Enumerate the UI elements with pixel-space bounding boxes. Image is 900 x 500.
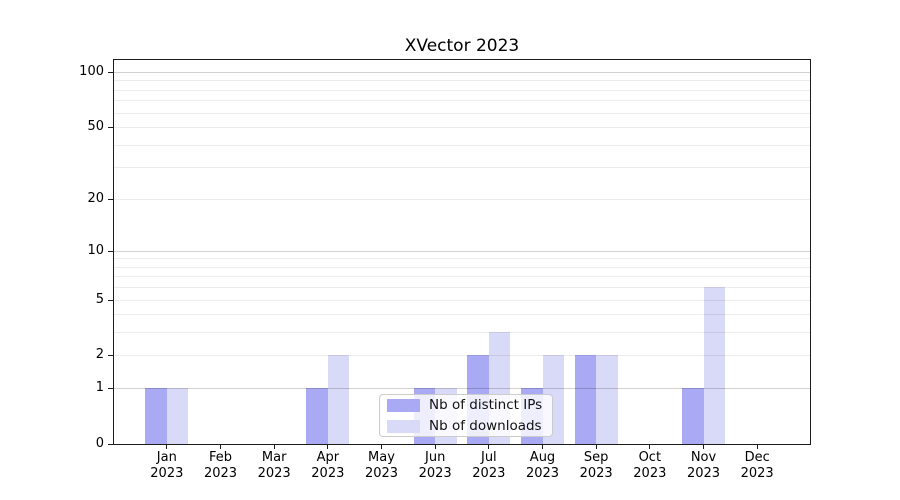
x-tick-label-mar: Mar 2023 bbox=[244, 450, 304, 482]
gridline-minor-40 bbox=[114, 144, 810, 146]
x-tick-label-jun: Jun 2023 bbox=[405, 450, 465, 482]
gridline-minor-3 bbox=[114, 332, 810, 334]
x-tick-label-feb: Feb 2023 bbox=[191, 450, 251, 482]
x-tick-label-nov: Nov 2023 bbox=[674, 450, 734, 482]
x-tick-year-sep: 2023 bbox=[579, 466, 613, 481]
x-tick-year-apr: 2023 bbox=[311, 466, 345, 481]
y-tick-label-20: 20 bbox=[87, 190, 104, 206]
y-tick-label-5: 5 bbox=[95, 291, 104, 307]
gridline-minor-4 bbox=[114, 314, 810, 316]
legend-item-downloads: Nb of downloads bbox=[387, 418, 545, 434]
x-tick-nov bbox=[703, 445, 704, 449]
x-tick-year-aug: 2023 bbox=[525, 466, 560, 481]
x-tick-year-nov: 2023 bbox=[686, 466, 721, 481]
x-tick-label-apr: Apr 2023 bbox=[298, 450, 358, 482]
gridline-major-1 bbox=[114, 388, 810, 390]
x-tick-year-may: 2023 bbox=[364, 466, 399, 481]
bar-distinct-ips-jan bbox=[145, 388, 167, 444]
y-tick-label-1: 1 bbox=[95, 380, 104, 396]
x-tick-oct bbox=[649, 445, 651, 449]
x-tick-label-jul: Jul 2023 bbox=[459, 450, 519, 482]
x-tick-jun bbox=[434, 445, 436, 449]
legend: Nb of distinct IPs Nb of downloads bbox=[379, 394, 553, 437]
x-tick-jan bbox=[166, 445, 168, 449]
x-tick-mar bbox=[273, 445, 275, 449]
legend-swatch-downloads bbox=[387, 419, 420, 433]
gridline-minor-80 bbox=[114, 89, 810, 91]
gridline-minor-30 bbox=[114, 167, 810, 169]
bar-downloads-sep bbox=[596, 355, 618, 444]
legend-item-distinct-ips: Nb of distinct IPs bbox=[387, 397, 545, 413]
x-tick-label-aug: Aug 2023 bbox=[513, 450, 573, 482]
chart-title: XVector 2023 bbox=[404, 36, 520, 56]
gridline-minor-8 bbox=[114, 266, 810, 268]
x-tick-label-sep: Sep 2023 bbox=[566, 450, 626, 482]
x-tick-jul bbox=[488, 445, 490, 449]
legend-label-downloads: Nb of downloads bbox=[429, 418, 542, 434]
bar-downloads-nov bbox=[703, 287, 725, 444]
gridline-minor-20 bbox=[114, 198, 810, 200]
y-tick-label-2: 2 bbox=[95, 347, 104, 363]
x-tick-year-mar: 2023 bbox=[257, 466, 291, 481]
bar-distinct-ips-sep bbox=[574, 355, 597, 444]
x-tick-sep bbox=[595, 445, 597, 449]
gridline-minor-5 bbox=[114, 299, 810, 301]
gridline-minor-70 bbox=[114, 100, 810, 102]
x-tick-year-oct: 2023 bbox=[633, 466, 667, 481]
gridline-minor-6 bbox=[114, 287, 810, 289]
gridline-minor-60 bbox=[114, 112, 810, 114]
gridline-minor-7 bbox=[114, 276, 810, 278]
plot-area: Nb of distinct IPs Nb of downloads bbox=[113, 59, 811, 445]
bar-downloads-apr bbox=[327, 355, 350, 444]
y-tick-label-10: 10 bbox=[87, 242, 104, 258]
gridline-minor-50 bbox=[114, 126, 810, 128]
bar-downloads-jan bbox=[166, 388, 189, 444]
x-tick-aug bbox=[542, 445, 543, 449]
x-tick-label-oct: Oct 2023 bbox=[620, 450, 680, 482]
gridline-minor-9 bbox=[114, 258, 810, 260]
x-tick-year-feb: 2023 bbox=[203, 466, 238, 481]
gridline-major-10 bbox=[114, 250, 810, 252]
x-tick-may bbox=[381, 445, 382, 449]
y-tick-label-100: 100 bbox=[79, 63, 104, 79]
gridline-major-100 bbox=[114, 71, 810, 73]
x-tick-label-jan: Jan 2023 bbox=[137, 450, 197, 482]
y-tick-label-0: 0 bbox=[95, 436, 104, 451]
legend-swatch-distinct-ips bbox=[387, 398, 420, 412]
x-tick-label-dec: Dec 2023 bbox=[727, 450, 787, 482]
legend-label-distinct-ips: Nb of distinct IPs bbox=[429, 397, 543, 413]
bar-distinct-ips-apr bbox=[306, 388, 328, 444]
x-tick-label-may: May 2023 bbox=[352, 450, 412, 482]
gridline-minor-90 bbox=[114, 80, 810, 82]
x-tick-year-jun: 2023 bbox=[418, 466, 452, 481]
bar-distinct-ips-nov bbox=[682, 388, 704, 444]
x-tick-year-jul: 2023 bbox=[472, 466, 506, 481]
x-tick-year-jan: 2023 bbox=[150, 466, 184, 481]
gridline-minor-2 bbox=[114, 355, 810, 357]
x-tick-feb bbox=[220, 445, 221, 449]
x-tick-dec bbox=[756, 445, 758, 449]
x-tick-apr bbox=[327, 445, 329, 449]
x-tick-year-dec: 2023 bbox=[740, 466, 774, 481]
y-tick-label-50: 50 bbox=[87, 118, 104, 134]
